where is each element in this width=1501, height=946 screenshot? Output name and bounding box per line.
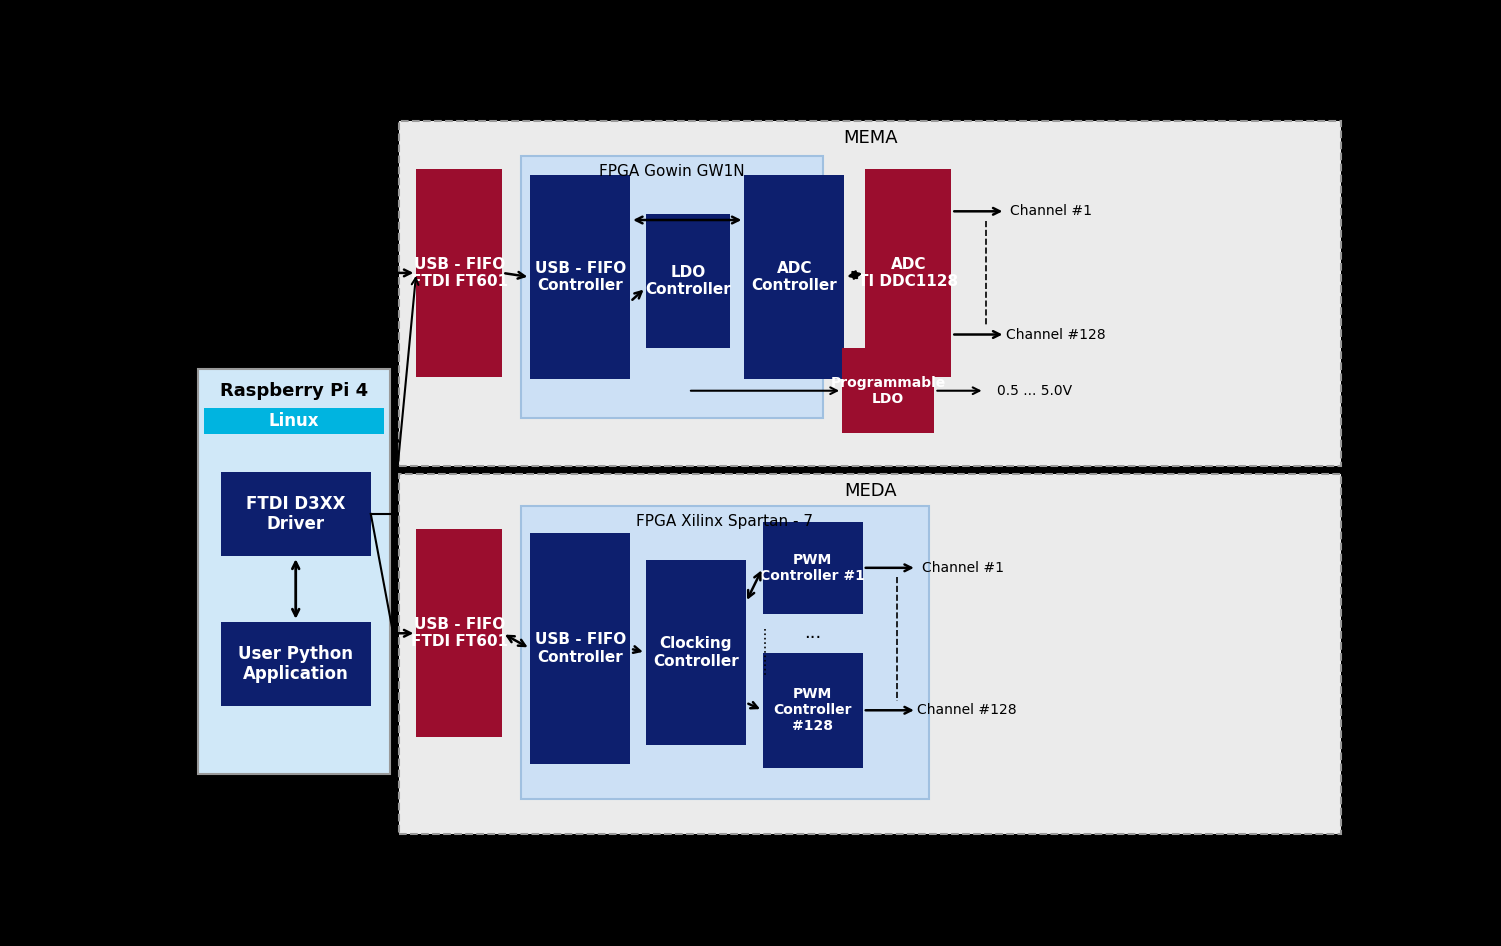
Text: ADC
TI DDC1128: ADC TI DDC1128	[859, 256, 958, 289]
Bar	[204, 408, 384, 434]
Bar	[399, 474, 1340, 834]
Bar	[399, 121, 1340, 466]
Text: ...: ...	[805, 624, 821, 642]
Bar	[221, 471, 371, 556]
Bar	[521, 506, 929, 798]
Text: MEMA: MEMA	[844, 130, 898, 148]
Text: PWM
Controller #1: PWM Controller #1	[761, 552, 865, 583]
Text: Programmable
LDO: Programmable LDO	[830, 376, 946, 406]
Text: Channel #1: Channel #1	[922, 561, 1004, 575]
Text: PWM
Controller
#128: PWM Controller #128	[773, 687, 853, 733]
Text: USB - FIFO
FTDI FT601: USB - FIFO FTDI FT601	[411, 256, 507, 289]
Text: USB - FIFO
FTDI FT601: USB - FIFO FTDI FT601	[411, 617, 507, 650]
Bar	[865, 169, 952, 377]
Bar	[645, 560, 746, 745]
Text: MEDA: MEDA	[844, 482, 896, 499]
Bar	[645, 214, 731, 348]
Text: Clocking
Controller: Clocking Controller	[653, 637, 738, 669]
Text: ADC
Controller: ADC Controller	[752, 261, 838, 293]
Text: Raspberry Pi 4: Raspberry Pi 4	[219, 382, 368, 400]
Bar	[842, 348, 935, 433]
Text: LDO
Controller: LDO Controller	[645, 265, 731, 297]
Text: Channel #1: Channel #1	[1010, 204, 1093, 219]
Bar	[530, 534, 630, 764]
Bar	[191, 114, 398, 368]
Bar	[416, 530, 503, 737]
Bar	[521, 156, 823, 418]
Text: FPGA Gowin GW1N: FPGA Gowin GW1N	[599, 164, 744, 179]
Text: Channel #128: Channel #128	[1006, 327, 1105, 342]
Bar	[530, 175, 630, 379]
Text: Channel #128: Channel #128	[917, 703, 1016, 717]
Text: User Python
Application: User Python Application	[239, 644, 353, 683]
Bar	[763, 653, 863, 768]
Text: 0.5 ... 5.0V: 0.5 ... 5.0V	[997, 384, 1072, 397]
Text: USB - FIFO
Controller: USB - FIFO Controller	[534, 633, 626, 665]
Bar	[198, 369, 390, 774]
Text: Linux: Linux	[269, 412, 320, 429]
Text: FPGA Xilinx Spartan - 7: FPGA Xilinx Spartan - 7	[636, 514, 814, 529]
Text: FTDI D3XX
Driver: FTDI D3XX Driver	[246, 495, 345, 534]
Bar	[221, 622, 371, 707]
Bar	[416, 169, 503, 377]
Bar	[763, 521, 863, 614]
Bar	[744, 175, 845, 379]
Text: USB - FIFO
Controller: USB - FIFO Controller	[534, 261, 626, 293]
